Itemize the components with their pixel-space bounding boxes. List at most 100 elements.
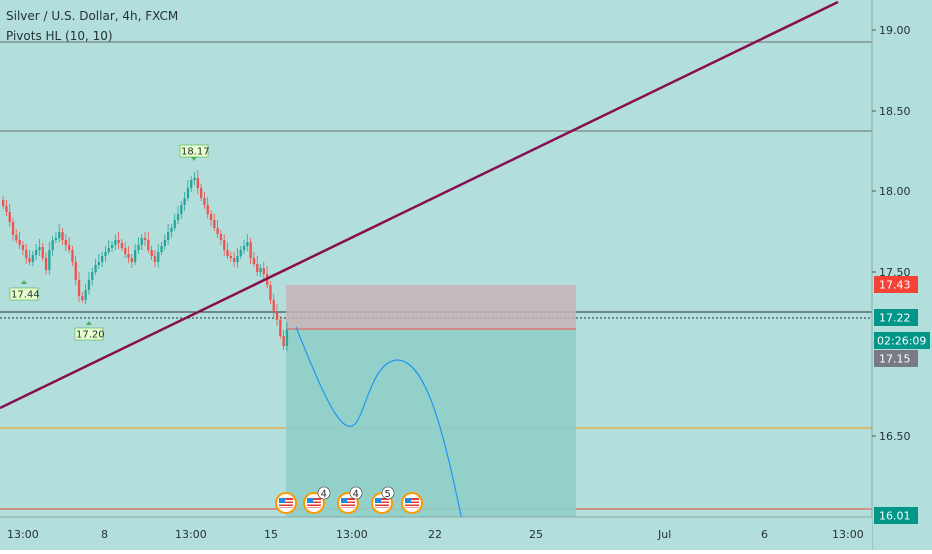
candle-body — [252, 258, 256, 264]
candle-body — [282, 336, 285, 346]
candle-body — [249, 242, 252, 258]
price-tick: 18.00 — [879, 185, 911, 198]
candle-body — [110, 245, 114, 248]
candle-body — [233, 258, 236, 262]
candle-body — [41, 247, 44, 258]
candle-body — [68, 245, 71, 250]
us-flag-icon[interactable]: 4 — [303, 486, 331, 514]
pivot-low-label-2: 17.20 — [74, 321, 105, 341]
candle-body — [246, 242, 249, 246]
candle-body — [28, 258, 31, 262]
candle-body — [25, 250, 28, 258]
candle-body — [213, 220, 216, 228]
candle-body — [242, 246, 246, 250]
event-count-3: 5 — [385, 489, 391, 500]
events-group[interactable]: 4 4 5 — [275, 486, 423, 514]
candle-body — [147, 240, 150, 250]
candle-body — [64, 240, 67, 245]
indicator-label[interactable]: Pivots HL (10, 10) — [6, 29, 113, 43]
candle-body — [31, 255, 34, 262]
candle-body — [236, 256, 239, 262]
candle-body — [38, 247, 41, 250]
candle-body — [279, 320, 282, 336]
candle-body — [140, 238, 143, 245]
price-tick: 16.50 — [879, 430, 911, 443]
candle-body — [173, 220, 176, 228]
candle-body — [44, 258, 48, 270]
candle-body — [137, 245, 140, 250]
candle-body — [77, 280, 81, 296]
candle-body — [130, 258, 133, 262]
time-tick: 22 — [428, 528, 442, 541]
candle-body — [256, 264, 259, 272]
price-tag-resistance — [874, 276, 918, 293]
candle-body — [18, 240, 21, 245]
candle-body — [275, 312, 279, 320]
time-tick: 25 — [529, 528, 543, 541]
candle-body — [58, 232, 61, 238]
candle-body — [153, 256, 157, 262]
trendline[interactable] — [0, 0, 839, 410]
candle-body — [107, 248, 110, 252]
candle-body — [180, 205, 183, 214]
stop-loss-zone[interactable] — [286, 285, 576, 329]
pivot-low-text-1: 17.44 — [11, 290, 40, 301]
candle-body — [262, 268, 265, 274]
candle-body — [193, 178, 196, 180]
take-profit-zone[interactable] — [286, 329, 576, 517]
price-axis[interactable]: 19.00 18.50 18.00 17.50 16.50 17.43 17.2… — [871, 0, 930, 550]
candle-body — [71, 250, 74, 262]
candle-body — [114, 240, 117, 245]
forecast-path[interactable] — [295, 326, 463, 521]
candle-body — [219, 234, 223, 240]
time-axis[interactable]: 13:00 8 13:00 15 13:00 22 25 Jul 6 13:00 — [0, 516, 872, 550]
svg-text:17.43: 17.43 — [879, 279, 911, 292]
candle-body — [117, 240, 120, 243]
price-tick: 18.50 — [879, 105, 911, 118]
price-tick: 19.00 — [879, 24, 911, 37]
candle-body — [101, 256, 104, 262]
candle-body — [206, 205, 209, 214]
candle-body — [97, 262, 100, 265]
candle-body — [21, 245, 25, 250]
us-flag-icon[interactable] — [401, 492, 423, 514]
candle-body — [157, 252, 160, 262]
time-tick: 15 — [264, 528, 278, 541]
us-flag-icon[interactable]: 5 — [371, 486, 395, 514]
candle-body — [104, 252, 107, 256]
svg-text:02:26:09: 02:26:09 — [877, 335, 926, 348]
time-tick: 6 — [761, 528, 768, 541]
price-tag-low — [874, 350, 918, 367]
candle-body — [170, 228, 173, 232]
candle-body — [176, 214, 180, 220]
candle-body — [127, 254, 130, 258]
pivot-low-label-1: 17.44 — [9, 280, 40, 301]
candle-body — [94, 265, 97, 272]
price-tag-current — [874, 309, 918, 326]
candle-body — [209, 214, 213, 220]
event-count-1: 4 — [321, 489, 327, 500]
candle-body — [183, 198, 186, 205]
candles-group — [2, 170, 289, 351]
candle-body — [190, 180, 193, 188]
us-flag-icon[interactable]: 4 — [337, 486, 363, 514]
candle-body — [200, 188, 203, 198]
candle-body — [74, 262, 77, 280]
symbol-title[interactable]: Silver / U.S. Dollar, 4h, FXCM — [6, 9, 179, 23]
candle-body — [48, 250, 51, 270]
candle-body — [285, 330, 289, 346]
svg-text:17.22: 17.22 — [879, 312, 911, 325]
candle-body — [272, 300, 275, 312]
candle-body — [160, 246, 163, 252]
time-tick: 13:00 — [7, 528, 39, 541]
pivot-high-text: 18.17 — [181, 147, 210, 158]
candle-body — [150, 250, 153, 256]
candle-body — [91, 272, 94, 280]
candle-body — [259, 268, 262, 272]
us-flag-icon[interactable] — [275, 492, 297, 514]
candle-body — [5, 206, 8, 212]
time-tick: 13:00 — [832, 528, 864, 541]
time-tick: 13:00 — [336, 528, 368, 541]
